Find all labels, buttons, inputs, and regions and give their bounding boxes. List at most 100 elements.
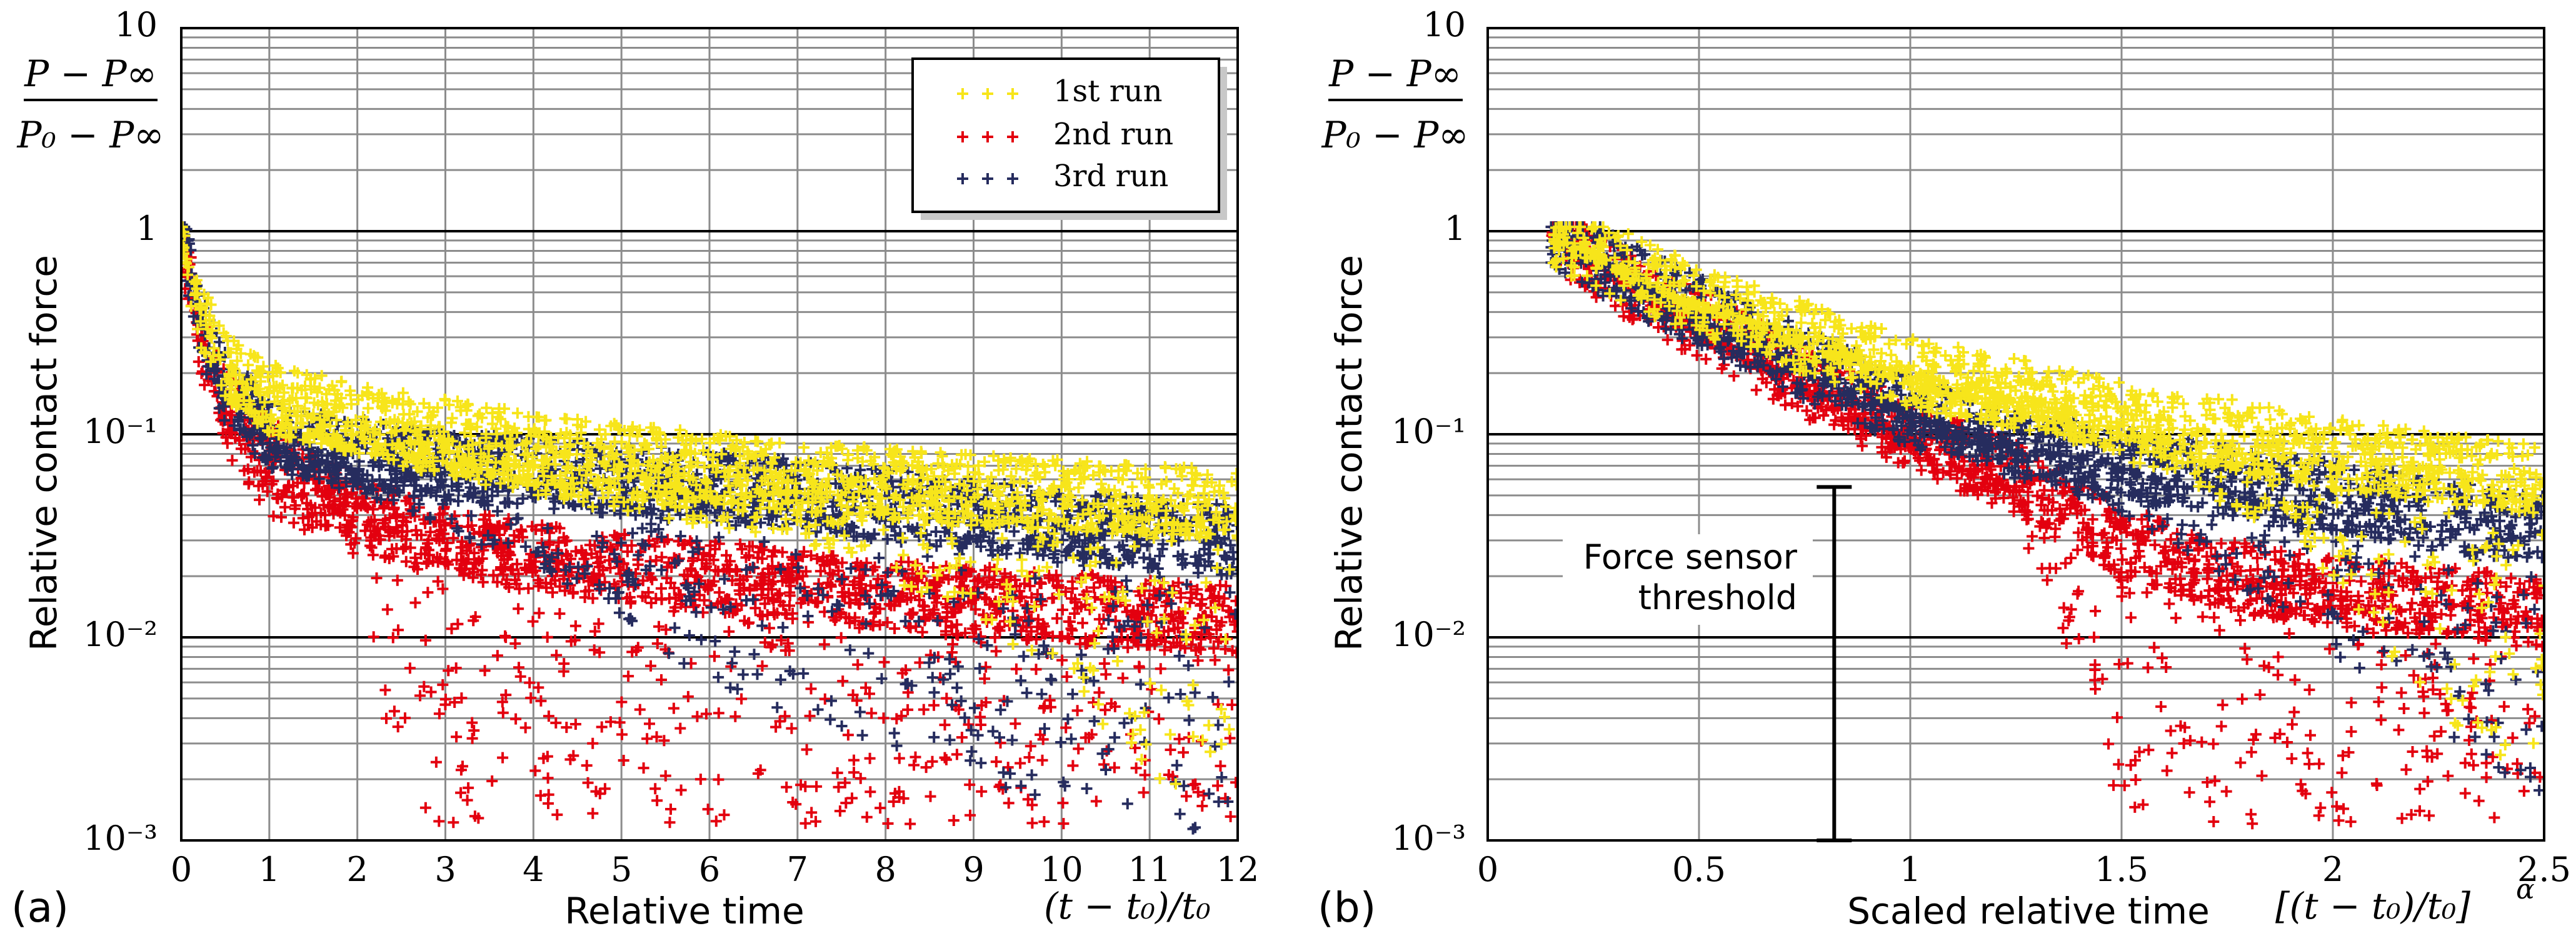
data-point [1136, 785, 1151, 800]
data-point [1201, 718, 1216, 732]
data-point [1097, 757, 1111, 772]
data-point [364, 540, 379, 555]
data-point [294, 488, 309, 502]
data-point [841, 453, 855, 467]
data-point [907, 758, 921, 772]
data-point [798, 816, 813, 830]
data-point [755, 619, 769, 633]
data-point [1071, 742, 1086, 756]
data-point [903, 817, 918, 831]
data-point [955, 730, 969, 745]
data-point [369, 571, 384, 585]
data-point [380, 602, 394, 617]
data-point [1153, 662, 1168, 676]
data-point [648, 782, 663, 796]
data-point [674, 783, 688, 797]
data-point [938, 718, 952, 732]
data-point [1145, 682, 1159, 697]
data-point [1136, 550, 1151, 565]
data-point [1013, 756, 1028, 770]
data-point [278, 500, 292, 514]
data-point [853, 705, 867, 719]
data-point [1055, 603, 1070, 617]
data-point [887, 726, 901, 740]
data-point [1037, 815, 1051, 829]
data-point [509, 712, 523, 726]
data-point [892, 751, 906, 765]
data-point [833, 804, 847, 818]
data-point [615, 727, 629, 742]
data-point [1099, 667, 1113, 682]
data-point [241, 358, 255, 372]
data-point [1193, 599, 1208, 613]
data-point [666, 701, 681, 715]
data-point [396, 407, 411, 422]
data-point [1221, 675, 1236, 689]
data-point [1221, 663, 1236, 677]
data-point [824, 694, 838, 708]
data-point [1015, 552, 1029, 567]
data-point [1188, 820, 1203, 835]
data-point [1020, 685, 1034, 700]
data-point [1186, 822, 1200, 836]
data-point [776, 620, 790, 635]
data-point [547, 502, 561, 516]
data-point [855, 728, 870, 742]
data-point [650, 794, 664, 808]
data-point [689, 605, 703, 619]
data-point [927, 730, 941, 744]
data-point [1195, 799, 1210, 813]
data-point [1163, 743, 1178, 757]
data-point [890, 739, 904, 753]
data-point [908, 750, 923, 764]
data-point [979, 660, 993, 674]
data-point [923, 789, 938, 804]
data-point [975, 784, 989, 799]
data-point [460, 793, 474, 807]
data-point [939, 752, 953, 767]
data-point [804, 682, 818, 696]
data-point [1170, 758, 1184, 772]
data-point [436, 677, 450, 692]
data-point [834, 719, 849, 733]
data-point [811, 702, 825, 717]
data-point [950, 680, 964, 695]
data-point [986, 724, 1000, 739]
data-point [1120, 797, 1135, 811]
data-point [1143, 676, 1157, 690]
data-point [220, 436, 234, 451]
data-point [446, 815, 461, 830]
data-point [967, 701, 981, 715]
data-point [398, 711, 412, 725]
data-point [396, 542, 411, 556]
data-point [817, 637, 831, 652]
data-point [526, 614, 540, 629]
data-point [877, 655, 891, 669]
data-point [1161, 690, 1176, 705]
data-point [1182, 713, 1196, 727]
data-point [834, 630, 848, 645]
data-point [1086, 674, 1101, 688]
data-point [621, 669, 636, 684]
data-point [524, 691, 538, 705]
data-point [711, 670, 726, 684]
data-point [925, 670, 940, 685]
data-point [830, 765, 844, 780]
data-point [1015, 564, 1029, 578]
data-point [518, 720, 533, 735]
data-point [534, 524, 549, 537]
data-point [876, 711, 891, 725]
data-point [633, 702, 647, 717]
data-point [410, 404, 424, 419]
data-point [940, 691, 954, 705]
panel-a: 0 1 2 3 4 5 6 7 8 9 10 11 12 10 1 10⁻¹ 10⁻² 10⁻³ P −… [11, 5, 1259, 932]
data-point [612, 605, 626, 620]
data-point [1225, 698, 1238, 712]
data-point [465, 731, 479, 745]
data-point [865, 706, 879, 720]
data-point [708, 649, 721, 664]
data-point [579, 759, 594, 773]
data-point [863, 751, 877, 765]
data-point [1066, 759, 1080, 773]
